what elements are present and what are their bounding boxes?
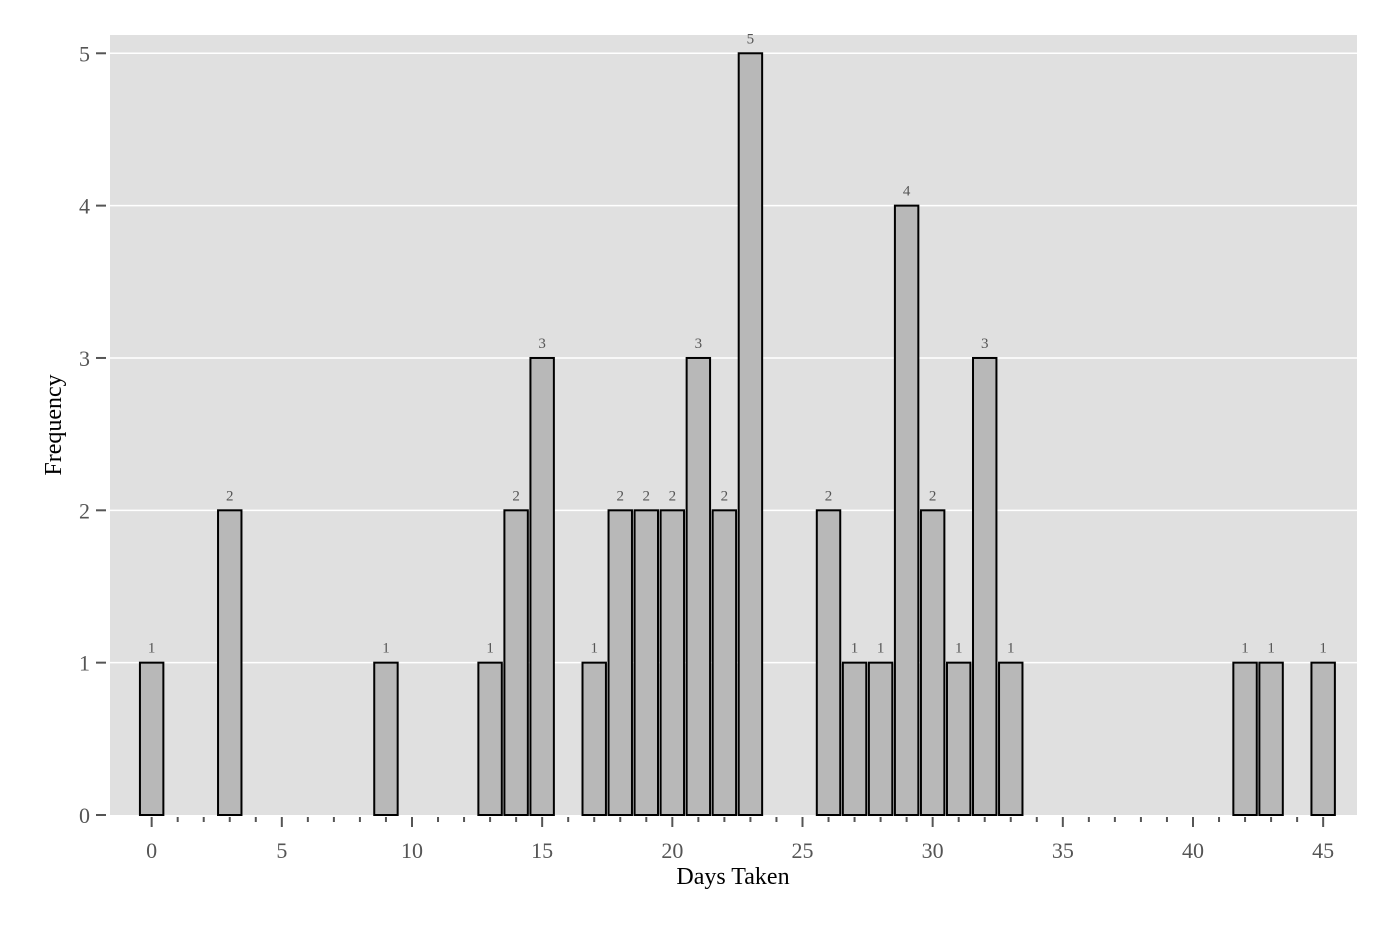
data-label-day-23: 5 xyxy=(747,31,755,47)
bar-day-42 xyxy=(1232,661,1258,816)
data-label-day-3: 2 xyxy=(226,488,234,504)
bar-day-22 xyxy=(711,509,738,816)
data-label-day-17: 1 xyxy=(590,641,598,657)
bar-day-45 xyxy=(1310,661,1336,816)
bar-day-17 xyxy=(581,661,607,816)
data-label-day-22: 2 xyxy=(721,488,729,504)
y-axis: 0 1 2 3 4 5 xyxy=(79,41,106,828)
data-label-day-30: 2 xyxy=(929,488,937,504)
y-tick-label-2: 2 xyxy=(79,498,90,523)
bar-day-26 xyxy=(815,509,842,816)
bar-day-30 xyxy=(919,509,946,816)
x-tick-label-15: 15 xyxy=(531,838,553,863)
y-tick-label-3: 3 xyxy=(79,346,90,371)
data-label-day-42: 1 xyxy=(1241,641,1249,657)
data-label-day-31: 1 xyxy=(955,641,963,657)
data-label-day-15: 3 xyxy=(538,336,546,352)
bar-day-19 xyxy=(633,509,660,816)
bar-day-0 xyxy=(138,661,165,816)
x-tick-label-40: 40 xyxy=(1182,838,1204,863)
data-label-day-28: 1 xyxy=(877,641,885,657)
bar-day-18 xyxy=(607,509,633,816)
x-tick-label-45: 45 xyxy=(1312,838,1334,863)
data-label-day-19: 2 xyxy=(643,488,651,504)
bar-day-33 xyxy=(998,661,1024,816)
x-tick-label-20: 20 xyxy=(661,838,683,863)
y-tick-label-0: 0 xyxy=(79,803,90,828)
bar-day-9 xyxy=(373,661,399,816)
data-label-day-32: 3 xyxy=(981,336,989,352)
data-label-day-29: 4 xyxy=(903,184,911,200)
bar-day-14 xyxy=(503,509,529,816)
x-tick-label-5: 5 xyxy=(276,838,287,863)
bar-day-32 xyxy=(972,356,998,816)
data-label-day-14: 2 xyxy=(512,488,520,504)
data-labels: 1 2 1 1 2 3 1 2 2 2 3 2 5 2 1 1 4 2 1 3 1 1 1 1 xyxy=(148,31,1327,656)
data-label-day-45: 1 xyxy=(1319,641,1327,657)
bar-day-15 xyxy=(529,356,555,816)
bar-day-21 xyxy=(685,356,712,816)
data-label-day-21: 3 xyxy=(695,336,703,352)
bar-day-43 xyxy=(1258,661,1284,816)
x-tick-label-25: 25 xyxy=(791,838,813,863)
data-label-day-27: 1 xyxy=(851,641,859,657)
y-axis-title: Frequency xyxy=(41,374,67,475)
bars xyxy=(138,52,1336,816)
data-label-day-26: 2 xyxy=(825,488,833,504)
y-tick-label-4: 4 xyxy=(79,194,90,219)
y-tick-label-5: 5 xyxy=(79,41,90,66)
bar-day-3 xyxy=(217,509,243,816)
data-label-day-13: 1 xyxy=(486,641,494,657)
bar-day-29 xyxy=(893,204,920,816)
bar-day-13 xyxy=(477,661,503,816)
data-label-day-18: 2 xyxy=(617,488,625,504)
bar-day-28 xyxy=(867,661,894,816)
data-label-day-33: 1 xyxy=(1007,641,1015,657)
x-tick-label-0: 0 xyxy=(146,838,157,863)
bar-day-20 xyxy=(659,509,686,816)
bar-day-31 xyxy=(945,661,972,816)
x-axis-title: Days Taken xyxy=(676,864,789,890)
data-label-day-20: 2 xyxy=(669,488,677,504)
x-tick-label-30: 30 xyxy=(922,838,944,863)
data-label-day-0: 1 xyxy=(148,641,156,657)
x-tick-label-35: 35 xyxy=(1052,838,1074,863)
data-label-day-9: 1 xyxy=(382,641,390,657)
bar-day-23 xyxy=(737,52,764,816)
bar-day-27 xyxy=(841,661,868,816)
data-label-day-43: 1 xyxy=(1267,641,1275,657)
x-axis: 0 5 10 15 20 25 30 35 40 45 xyxy=(146,817,1334,863)
x-tick-label-10: 10 xyxy=(401,838,423,863)
y-tick-label-1: 1 xyxy=(79,651,90,676)
